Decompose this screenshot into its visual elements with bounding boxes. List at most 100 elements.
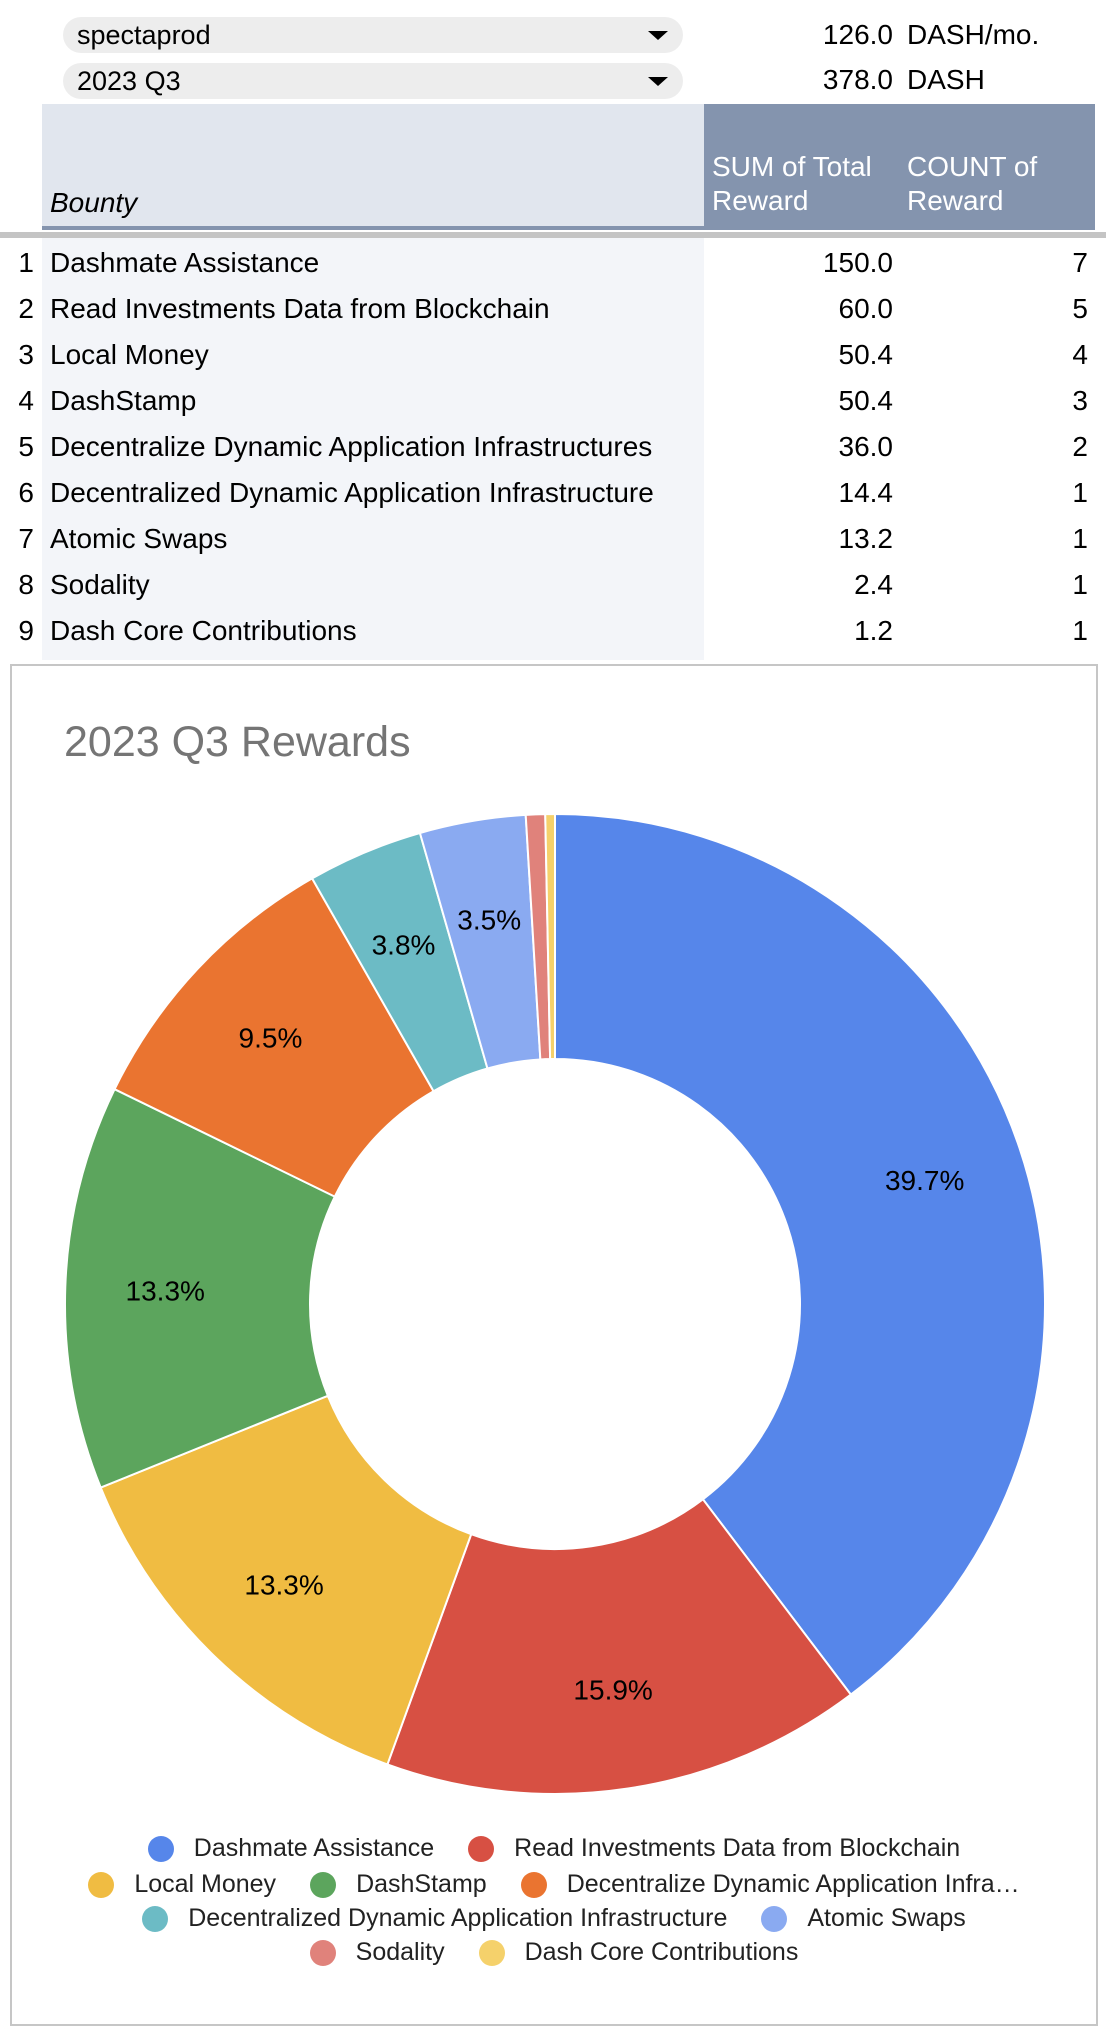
legend-label: Dash Core Contributions xyxy=(524,1938,799,1966)
slice-percent-label: 3.5% xyxy=(457,905,521,936)
legend-label: Dashmate Assistance xyxy=(193,1834,435,1862)
legend-label: DashStamp xyxy=(356,1870,487,1898)
legend-label: Local Money xyxy=(134,1870,277,1898)
row-count: 1 xyxy=(1072,569,1088,600)
chart-title: 2023 Q3 Rewards xyxy=(64,718,411,766)
row-sum: 60.0 xyxy=(838,293,894,324)
period-dropdown[interactable]: 2023 Q3 xyxy=(63,63,683,99)
donut-chart-svg: 39.7% 15.9% 13.3% 13.3% 9.5% 3.8% 3.5% xyxy=(64,812,1046,1795)
legend-row: Decentralized Dynamic Application Infras… xyxy=(12,1904,1096,1933)
chevron-down-icon xyxy=(648,77,668,86)
table-header-values: SUM of Total Reward COUNT of Reward xyxy=(704,104,1095,226)
legend-swatch xyxy=(88,1871,115,1898)
legend-label: Decentralized Dynamic Application Infras… xyxy=(188,1904,728,1932)
row-bounty: Dash Core Contributions xyxy=(50,615,357,646)
legend-item[interactable]: Decentralize Dynamic Application Infra… xyxy=(520,1870,1020,1899)
legend-item[interactable]: Dashmate Assistance xyxy=(147,1834,435,1863)
slice-percent-label: 13.3% xyxy=(126,1275,205,1306)
row-count: 1 xyxy=(1072,477,1088,508)
slice-dashmate-assistance[interactable] xyxy=(554,812,1046,1696)
row-count: 1 xyxy=(1072,523,1088,554)
row-sum: 36.0 xyxy=(838,431,894,462)
row-bounty: Local Money xyxy=(50,339,209,370)
legend-item[interactable]: Sodality xyxy=(309,1938,445,1967)
row-index: 8 xyxy=(18,569,34,600)
table-header-bounty: Bounty xyxy=(42,104,704,226)
row-index: 4 xyxy=(18,385,34,416)
row-sum: 14.4 xyxy=(838,477,894,508)
row-count: 7 xyxy=(1072,247,1088,278)
legend-row: Sodality Dash Core Contributions xyxy=(12,1938,1096,1967)
legend-swatch xyxy=(761,1905,788,1932)
row-index: 9 xyxy=(18,615,34,646)
row-sum: 150.0 xyxy=(822,247,893,278)
row-bounty: Atomic Swaps xyxy=(50,523,228,554)
slice-percent-label: 39.7% xyxy=(885,1165,964,1196)
row-sum: 50.4 xyxy=(838,385,894,416)
row-index: 6 xyxy=(18,477,34,508)
row-bounty: Decentralize Dynamic Application Infrast… xyxy=(50,431,653,462)
row-index: 1 xyxy=(18,247,34,278)
row-count: 5 xyxy=(1072,293,1088,324)
slice-percent-label: 3.8% xyxy=(372,930,436,961)
row-count: 4 xyxy=(1072,339,1088,370)
row-sum: 2.4 xyxy=(854,569,893,600)
row-index: 5 xyxy=(18,431,34,462)
legend-item[interactable]: Dash Core Contributions xyxy=(478,1938,799,1967)
row-count: 1 xyxy=(1072,615,1088,646)
legend-label: Decentralize Dynamic Application Infra… xyxy=(566,1870,1020,1898)
legend-item[interactable]: DashStamp xyxy=(310,1870,487,1899)
slice-dash-core-contributions[interactable] xyxy=(544,812,556,1061)
column-header-bounty: Bounty xyxy=(50,187,138,218)
slice-percent-label: 13.3% xyxy=(244,1570,323,1601)
legend-row: Dashmate Assistance Read Investments Data… xyxy=(12,1834,1096,1863)
period-dropdown-value: 2023 Q3 xyxy=(77,66,181,96)
slice-percent-label: 15.9% xyxy=(573,1675,652,1706)
legend-swatch xyxy=(468,1835,495,1862)
bounty-column-background xyxy=(42,238,704,660)
legend-item[interactable]: Decentralized Dynamic Application Infras… xyxy=(142,1904,727,1933)
row-count: 2 xyxy=(1072,431,1088,462)
column-header-count: COUNT of Reward xyxy=(907,151,1038,216)
period-total-value: 378.0 xyxy=(822,64,893,95)
legend-row: Local Money DashStamp Decentralize Dynamic… xyxy=(12,1870,1096,1899)
row-sum: 13.2 xyxy=(838,523,894,554)
legend-item[interactable]: Local Money xyxy=(88,1870,276,1899)
row-index: 3 xyxy=(18,339,34,370)
row-bounty: Read Investments Data from Blockchain xyxy=(50,293,550,324)
legend-item[interactable]: Read Investments Data from Blockchain xyxy=(468,1834,960,1863)
slice-local-money[interactable] xyxy=(99,1394,473,1766)
legend-swatch xyxy=(142,1905,169,1932)
period-total-unit: DASH xyxy=(907,64,985,95)
legend-swatch xyxy=(478,1939,505,1966)
legend-swatch xyxy=(520,1871,547,1898)
slice-read-investments-data-from-blockchain[interactable] xyxy=(386,1497,853,1795)
legend-label: Sodality xyxy=(355,1938,445,1966)
slice-percent-label: 9.5% xyxy=(239,1022,303,1053)
row-bounty: DashStamp xyxy=(50,385,197,416)
user-dropdown[interactable]: spectaprod xyxy=(63,17,683,53)
table-row[interactable] xyxy=(0,568,1106,614)
chevron-down-icon xyxy=(648,31,668,40)
row-bounty: Sodality xyxy=(50,569,150,600)
row-index: 2 xyxy=(18,293,34,324)
header-divider xyxy=(42,226,1095,230)
legend-item[interactable]: Atomic Swaps xyxy=(761,1904,966,1933)
column-header-sum: SUM of Total Reward xyxy=(712,151,872,216)
row-bounty: Dashmate Assistance xyxy=(50,247,320,278)
row-sum: 50.4 xyxy=(838,339,894,370)
frozen-row-divider xyxy=(0,232,1106,238)
donut-chart[interactable]: 2023 Q3 Rewards 39.7% 15.9% 13.3% 13.3% 9.5%… xyxy=(10,664,1098,2026)
row-bounty: Decentralized Dynamic Application Infras… xyxy=(50,477,654,508)
legend-swatch xyxy=(310,1871,337,1898)
row-sum: 1.2 xyxy=(854,615,893,646)
legend-label: Read Investments Data from Blockchain xyxy=(514,1834,961,1862)
legend-swatch xyxy=(147,1835,174,1862)
user-rate-unit: DASH/mo. xyxy=(907,19,1040,50)
row-index: 7 xyxy=(18,523,34,554)
user-dropdown-value: spectaprod xyxy=(77,20,211,50)
slice-dashstamp[interactable] xyxy=(64,1087,337,1489)
legend-swatch xyxy=(309,1939,336,1966)
row-count: 3 xyxy=(1072,385,1088,416)
legend-label: Atomic Swaps xyxy=(807,1904,966,1932)
